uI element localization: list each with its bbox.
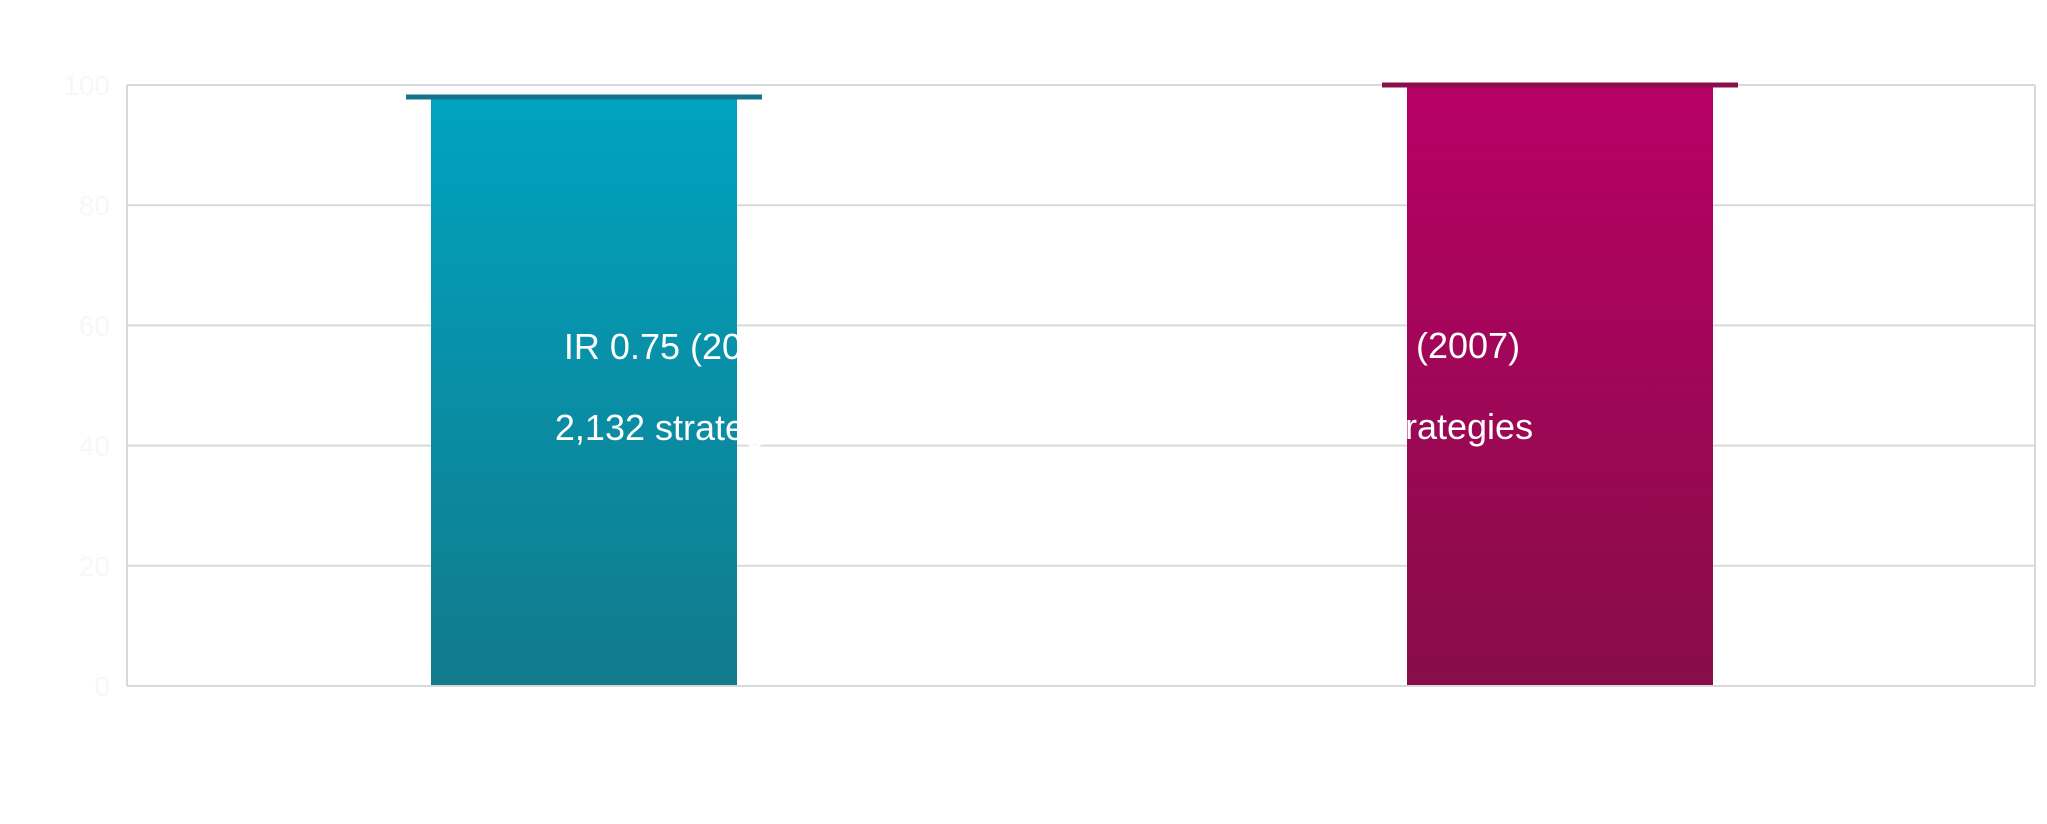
bar-1-text-line2: 2,812 strategies bbox=[1277, 406, 1533, 447]
y-tick-label-3: 60 bbox=[79, 310, 110, 341]
y-tick-label-1: 20 bbox=[79, 551, 110, 582]
bar-0 bbox=[431, 97, 737, 686]
gridlines bbox=[126, 84, 2036, 687]
bar-0-text-line2: 2,132 strategies bbox=[555, 407, 811, 448]
y-tick-label-0: 0 bbox=[94, 671, 110, 702]
y-tick-label-2: 40 bbox=[79, 431, 110, 462]
bar-1-text-line1: IR 1.26 (2007) bbox=[1290, 325, 1520, 366]
bar-1 bbox=[1407, 85, 1713, 686]
bars bbox=[127, 82, 2035, 687]
y-axis-tick-labels: 0 20 40 60 80 100 bbox=[63, 70, 110, 702]
bar-0-text-line1: IR 0.75 (2004) bbox=[564, 326, 794, 367]
y-tick-label-4: 80 bbox=[79, 190, 110, 221]
y-tick-label-5: 100 bbox=[63, 70, 110, 101]
